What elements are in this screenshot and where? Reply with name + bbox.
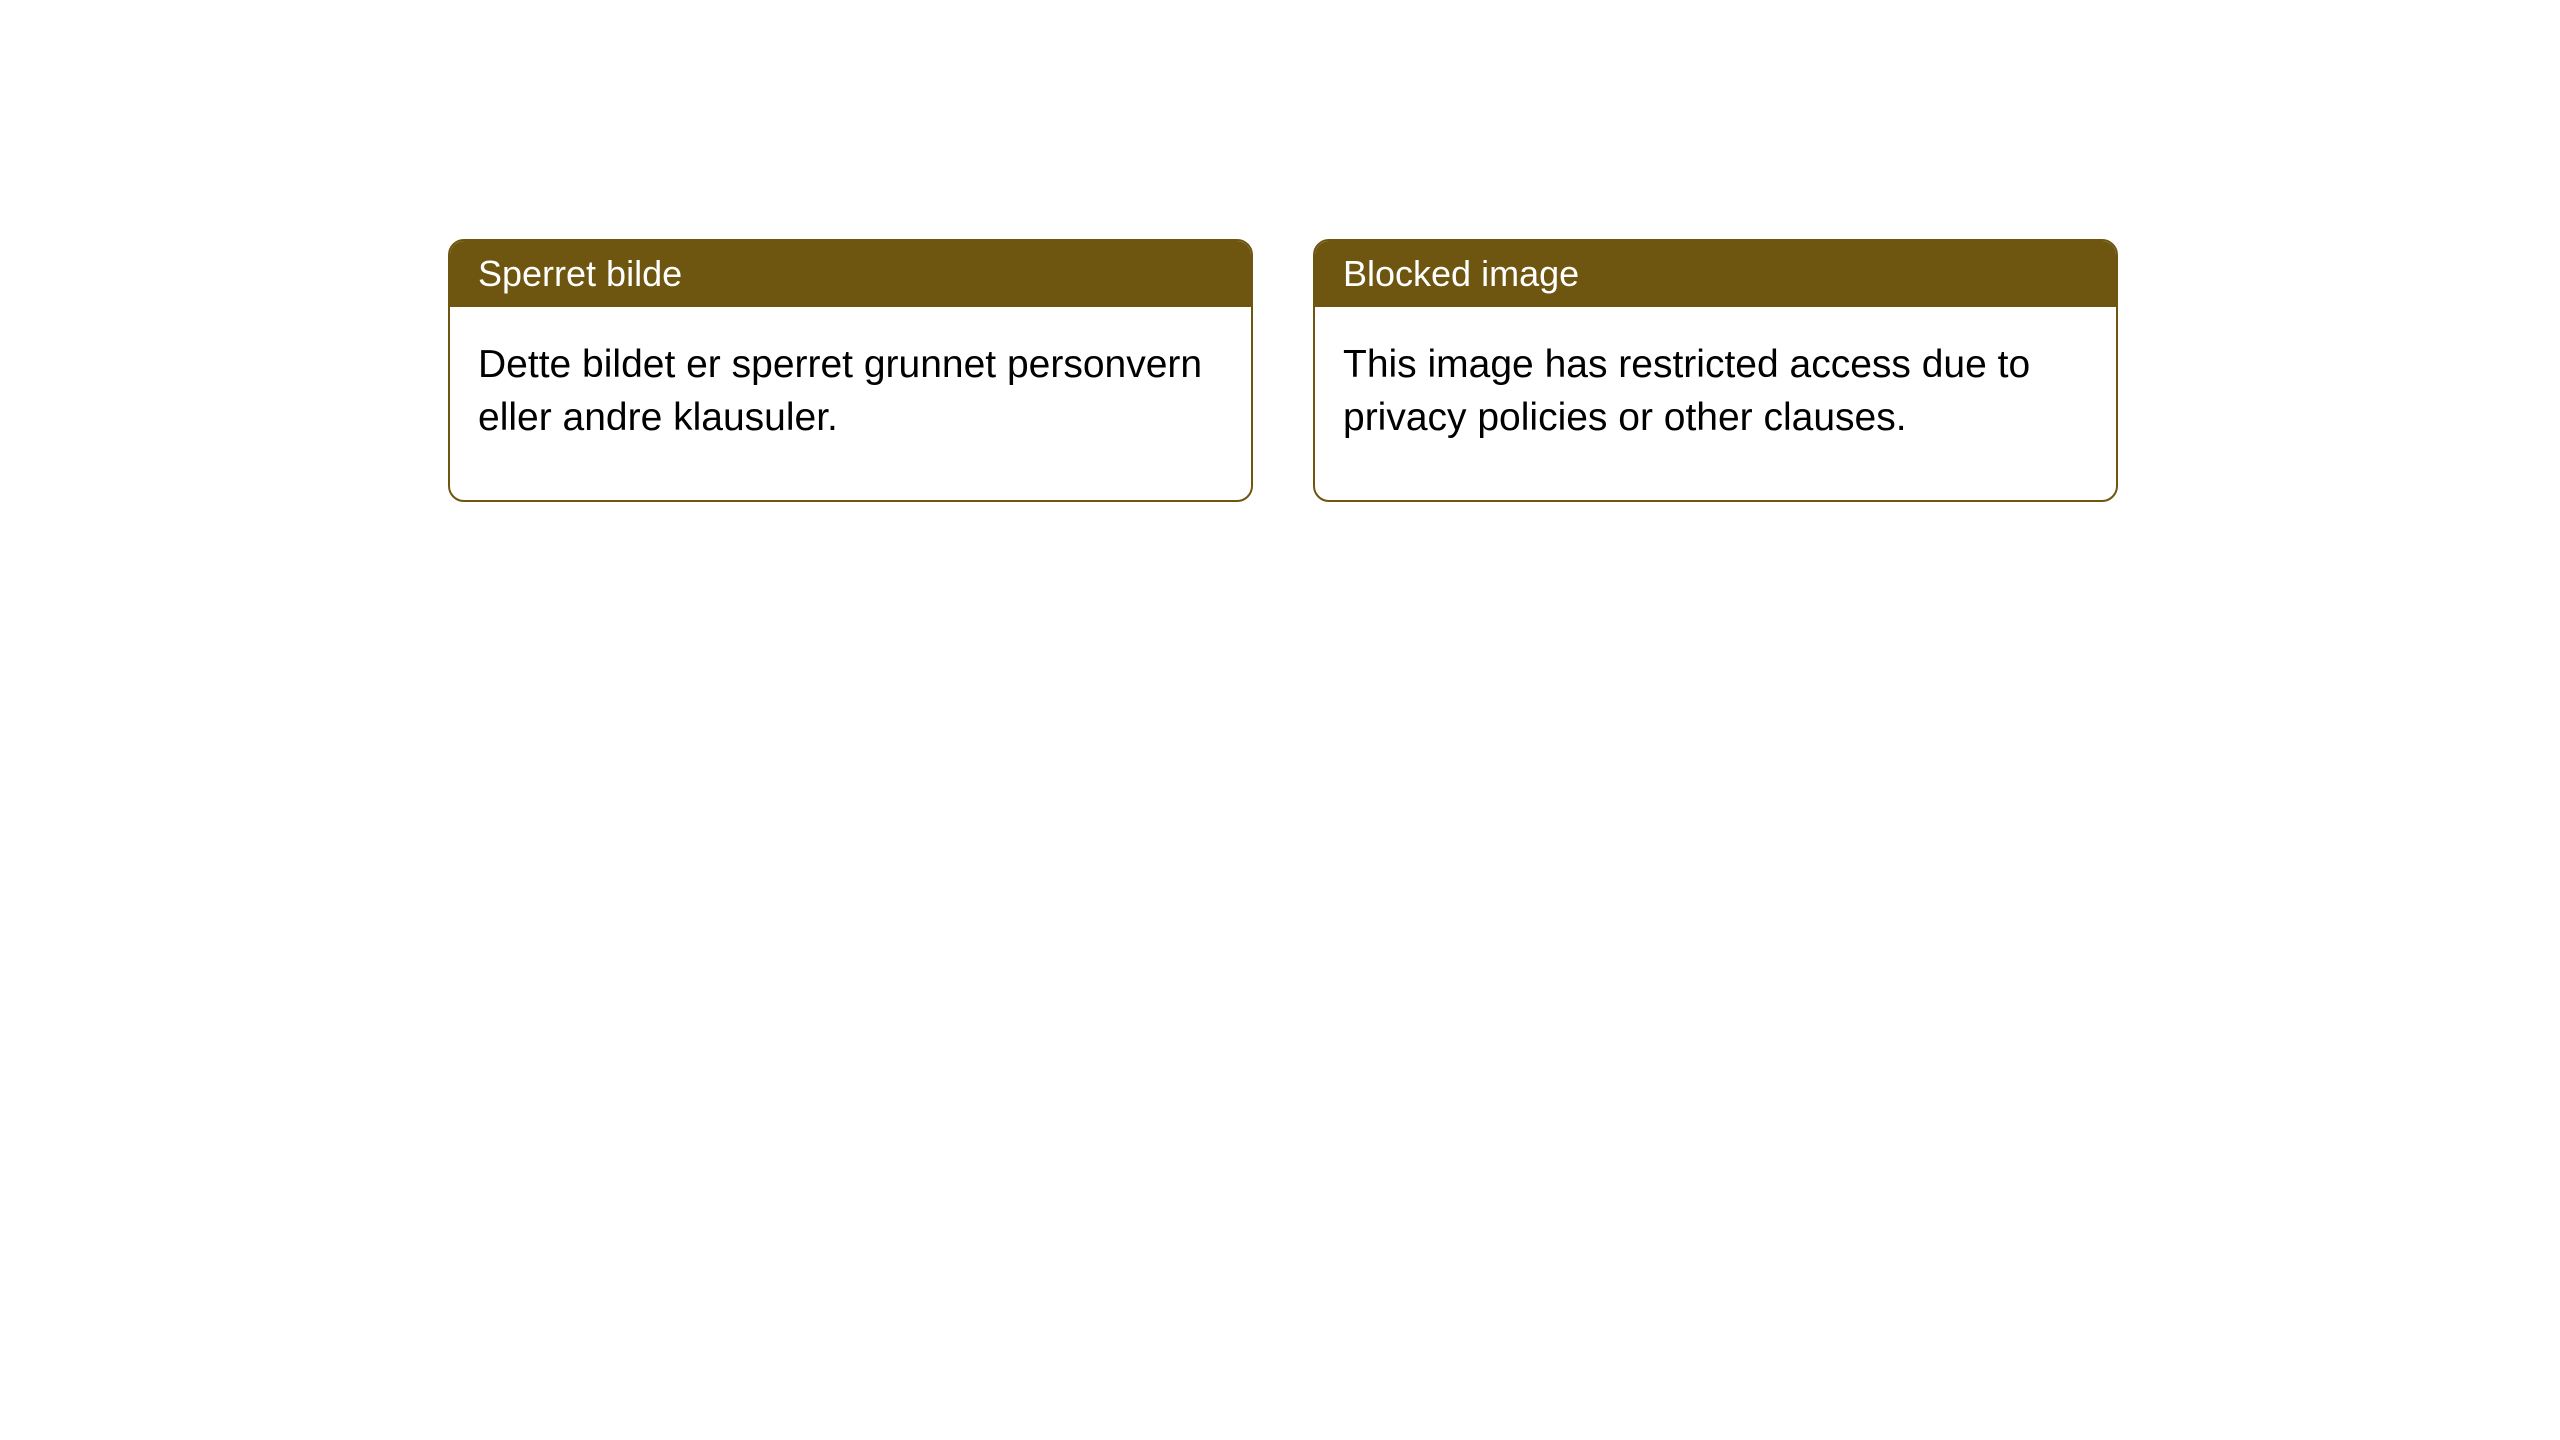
- notice-container: Sperret bilde Dette bildet er sperret gr…: [448, 239, 2118, 502]
- notice-body-norwegian: Dette bildet er sperret grunnet personve…: [450, 307, 1251, 500]
- notice-body-english: This image has restricted access due to …: [1315, 307, 2116, 500]
- notice-box-english: Blocked image This image has restricted …: [1313, 239, 2118, 502]
- notice-box-norwegian: Sperret bilde Dette bildet er sperret gr…: [448, 239, 1253, 502]
- notice-header-norwegian: Sperret bilde: [450, 241, 1251, 307]
- notice-header-english: Blocked image: [1315, 241, 2116, 307]
